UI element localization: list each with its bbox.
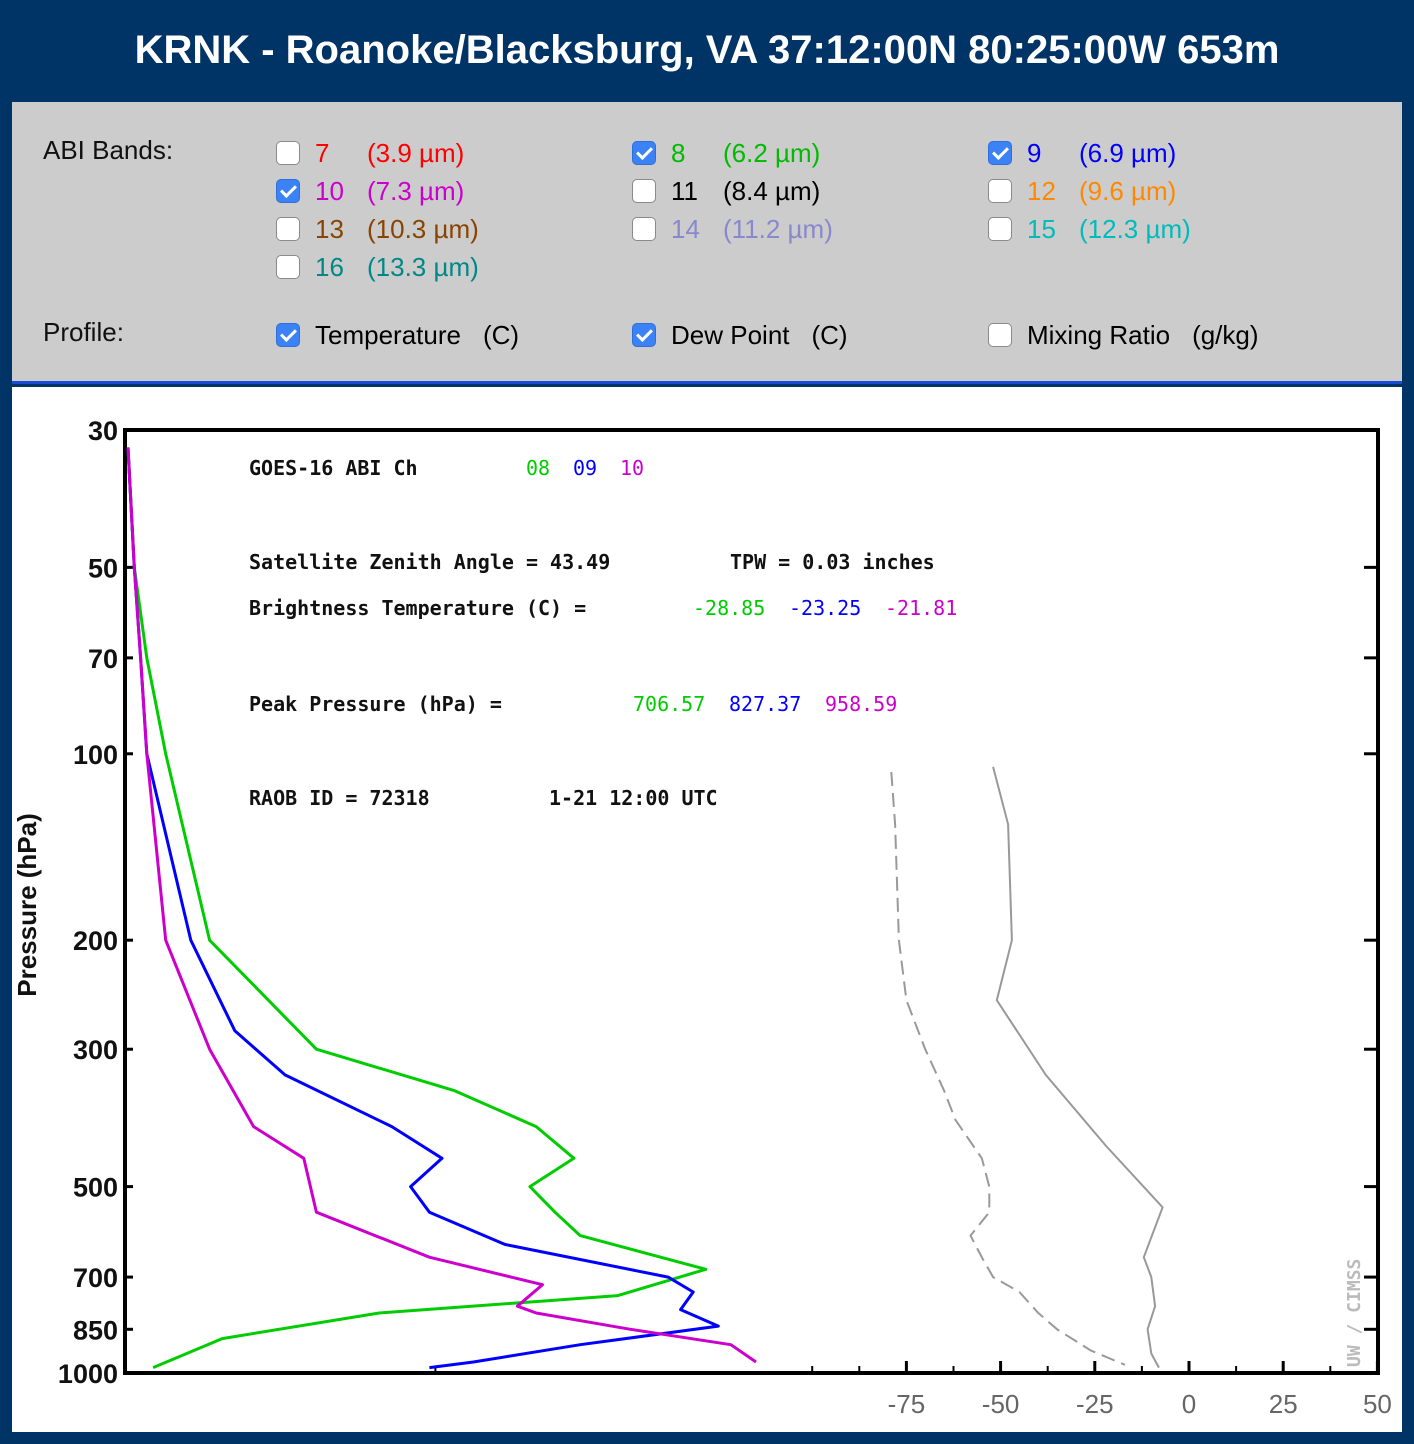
band-13-checkbox[interactable] (276, 217, 300, 241)
band-7-checkbox[interactable] (276, 141, 300, 165)
y-tick-label: 70 (88, 644, 118, 674)
y-tick-label: 1000 (58, 1359, 118, 1389)
y-tick-label: 200 (73, 926, 118, 956)
annotation-zenith: Satellite Zenith Angle = 43.49 (249, 550, 610, 574)
plot-area: 30 50 70 100 200 300 500 700 850 1000 -75 -50 -25 0 25… (12, 387, 1402, 1432)
band-wavelength: (7.3 µm) (367, 175, 465, 206)
band-12-checkbox[interactable] (988, 179, 1012, 203)
annotation-peak-10: 958.59 (825, 692, 897, 716)
credit-label: UW / CIMSS (1344, 1259, 1365, 1367)
profile-option-mixing-ratio[interactable]: Mixing Ratio (g/kg) (988, 318, 1259, 352)
y-tick-label: 700 (73, 1263, 118, 1293)
annotation-bt-label: Brightness Temperature (C) = (249, 596, 586, 620)
band-14-checkbox[interactable] (632, 217, 656, 241)
dew-point-checkbox[interactable] (632, 323, 656, 347)
profile-name: Temperature (315, 319, 461, 350)
band-wavelength: (13.3 µm) (367, 251, 479, 282)
annotation-bt-10: -21.81 (885, 596, 957, 620)
y-tick-label: 850 (73, 1315, 118, 1345)
weighting-function-10 (126, 447, 757, 1364)
band-number: 13 (315, 213, 344, 244)
y-tick-label: 100 (73, 740, 118, 770)
x-tick-label: 0 (1182, 1389, 1196, 1419)
annotation-header: GOES-16 ABI Ch (249, 456, 418, 480)
band-wavelength: (11.2 µm) (723, 213, 833, 244)
y-axis-label: Pressure (hPa) (12, 813, 42, 997)
band-wavelength: (6.2 µm) (723, 137, 821, 168)
band-wavelength: (8.4 µm) (723, 175, 821, 206)
y-tick-label: 300 (73, 1035, 118, 1065)
annotation-peak-08: 706.57 (633, 692, 705, 716)
annotation-raob-time: 1-21 12:00 UTC (549, 786, 718, 810)
profile-name: Dew Point (671, 319, 790, 350)
band-number: 7 (315, 137, 330, 168)
band-option-7[interactable]: 7 (3.9 µm) (276, 136, 464, 170)
weighting-function-09 (126, 447, 720, 1370)
x-tick-label: 50 (1363, 1389, 1392, 1419)
band-number: 8 (671, 137, 686, 168)
annotation-raob-id: RAOB ID = 72318 (249, 786, 430, 810)
band-option-15[interactable]: 15 (12.3 µm) (988, 212, 1191, 246)
band-option-10[interactable]: 10 (7.3 µm) (276, 174, 464, 208)
profile-option-dew-point[interactable]: Dew Point (C) (632, 318, 848, 352)
band-number: 14 (671, 213, 700, 244)
band-option-13[interactable]: 13 (10.3 µm) (276, 212, 479, 246)
profile-name: Mixing Ratio (1027, 319, 1171, 350)
y-tick-label: 50 (88, 553, 118, 583)
band-number: 12 (1027, 175, 1056, 206)
band-option-9[interactable]: 9 (6.9 µm) (988, 136, 1176, 170)
profile-unit: (C) (811, 319, 848, 350)
temperature-checkbox[interactable] (276, 323, 300, 347)
options-panel: ABI Bands: 7 (3.9 µm) 8 (6.2 µm) 9 (6.9 … (12, 102, 1402, 384)
dewpoint-profile-line (890, 771, 1126, 1366)
band-option-14[interactable]: 14 (11.2 µm) (632, 212, 833, 246)
x-tick-label: -50 (982, 1389, 1020, 1419)
annotation-peak-label: Peak Pressure (hPa) = (249, 692, 502, 716)
profile-label: Profile: (43, 317, 124, 347)
profile-unit: (g/kg) (1192, 319, 1259, 350)
sounding-chart: 30 50 70 100 200 300 500 700 850 1000 -75 -50 -25 0 25… (12, 416, 1392, 1419)
profile-option-temperature[interactable]: Temperature (C) (276, 318, 519, 352)
band-9-checkbox[interactable] (988, 141, 1012, 165)
band-option-12[interactable]: 12 (9.6 µm) (988, 174, 1176, 208)
band-option-8[interactable]: 8 (6.2 µm) (632, 136, 820, 170)
band-wavelength: (10.3 µm) (367, 213, 479, 244)
temperature-profile-line (992, 766, 1164, 1369)
annotation-bt-09: -23.25 (789, 596, 861, 620)
plot-frame (123, 428, 1380, 1375)
band-wavelength: (6.9 µm) (1079, 137, 1177, 168)
band-wavelength: (12.3 µm) (1079, 213, 1191, 244)
annotation-bt-08: -28.85 (693, 596, 765, 620)
annotation-tpw: TPW = 0.03 inches (730, 550, 935, 574)
band-number: 9 (1027, 137, 1042, 168)
profile-unit: (C) (482, 319, 520, 350)
y-tick-label: 500 (73, 1173, 118, 1203)
y-tick-label: 30 (88, 416, 118, 446)
band-15-checkbox[interactable] (988, 217, 1012, 241)
band-8-checkbox[interactable] (632, 141, 656, 165)
x-tick-label: -25 (1076, 1389, 1114, 1419)
weighting-function-08 (126, 447, 708, 1369)
annotation-channel-08: 08 (526, 456, 550, 480)
band-number: 11 (671, 175, 698, 206)
x-tick-label: 25 (1269, 1389, 1298, 1419)
band-option-16[interactable]: 16 (13.3 µm) (276, 250, 479, 284)
annotation-peak-09: 827.37 (729, 692, 801, 716)
abi-bands-label: ABI Bands: (43, 135, 174, 165)
band-11-checkbox[interactable] (632, 179, 656, 203)
band-number: 10 (315, 175, 344, 206)
band-wavelength: (3.9 µm) (367, 137, 465, 168)
band-number: 16 (315, 251, 344, 282)
band-number: 15 (1027, 213, 1056, 244)
mixing-ratio-checkbox[interactable] (988, 323, 1012, 347)
band-16-checkbox[interactable] (276, 255, 300, 279)
band-wavelength: (9.6 µm) (1079, 175, 1177, 206)
band-option-11[interactable]: 11 (8.4 µm) (632, 174, 820, 208)
band-10-checkbox[interactable] (276, 179, 300, 203)
x-tick-label: -75 (888, 1389, 926, 1419)
page-title: KRNK - Roanoke/Blacksburg, VA 37:12:00N … (134, 27, 1280, 72)
annotation-channel-10: 10 (620, 456, 644, 480)
annotation-channel-09: 09 (573, 456, 597, 480)
